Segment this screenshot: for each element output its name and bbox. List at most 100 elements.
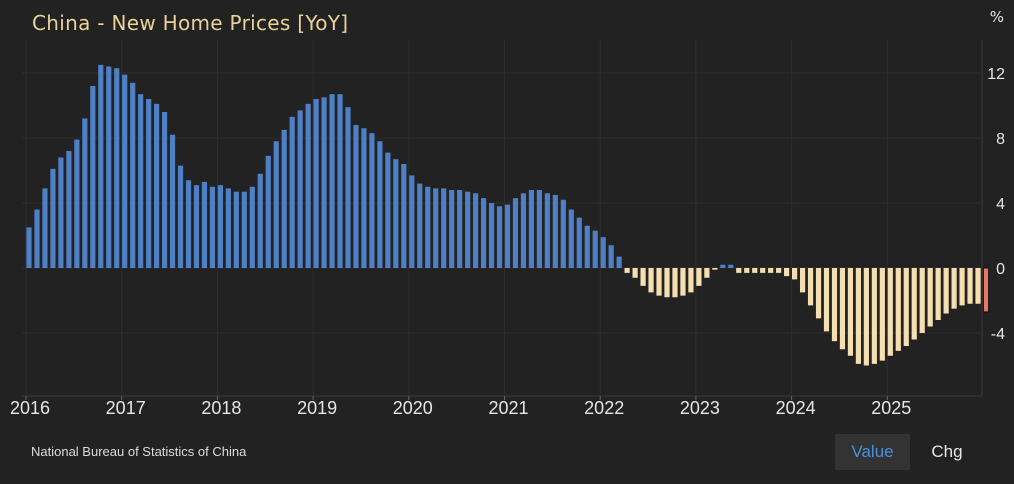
bar[interactable] xyxy=(744,268,750,273)
bar[interactable] xyxy=(863,268,869,366)
bar[interactable] xyxy=(879,268,885,361)
bar[interactable] xyxy=(480,198,487,269)
bar[interactable] xyxy=(177,165,184,269)
chg-toggle-button[interactable]: Chg xyxy=(931,442,963,461)
bar[interactable] xyxy=(656,268,662,296)
bar[interactable] xyxy=(122,74,128,269)
bar[interactable] xyxy=(74,139,80,269)
bar[interactable] xyxy=(417,183,423,269)
bar[interactable] xyxy=(193,185,200,269)
bar[interactable] xyxy=(704,268,710,278)
bar[interactable] xyxy=(233,191,239,269)
bar[interactable] xyxy=(473,193,479,268)
bar[interactable] xyxy=(329,94,335,269)
bar[interactable] xyxy=(895,268,901,351)
bar[interactable] xyxy=(776,268,782,273)
bar[interactable] xyxy=(959,268,965,306)
bar[interactable] xyxy=(736,268,742,273)
bar[interactable] xyxy=(401,164,407,268)
bar[interactable] xyxy=(241,191,247,269)
latest-bar[interactable] xyxy=(982,267,990,313)
bar[interactable] xyxy=(313,99,319,268)
bar[interactable] xyxy=(927,268,933,327)
bar[interactable] xyxy=(425,186,431,268)
bar[interactable] xyxy=(369,133,375,269)
bar[interactable] xyxy=(871,268,877,364)
bar[interactable] xyxy=(106,66,112,269)
bar[interactable] xyxy=(839,268,846,350)
bar[interactable] xyxy=(911,268,917,340)
bar[interactable] xyxy=(855,268,861,364)
bar[interactable] xyxy=(201,181,208,269)
bar[interactable] xyxy=(353,125,359,268)
bar[interactable] xyxy=(393,159,399,269)
bar[interactable] xyxy=(385,152,391,269)
bar[interactable] xyxy=(903,268,909,346)
bar[interactable] xyxy=(361,128,367,268)
bar[interactable] xyxy=(919,268,925,333)
bar[interactable] xyxy=(488,203,495,268)
bar[interactable] xyxy=(688,268,694,293)
bar[interactable] xyxy=(66,151,72,268)
bar[interactable] xyxy=(943,268,949,314)
bar[interactable] xyxy=(799,268,806,293)
bar[interactable] xyxy=(26,227,32,269)
bar[interactable] xyxy=(640,268,646,286)
bar[interactable] xyxy=(672,268,678,298)
bar[interactable] xyxy=(377,141,383,268)
bar[interactable] xyxy=(512,198,519,269)
bar[interactable] xyxy=(50,168,56,269)
bar[interactable] xyxy=(305,103,311,269)
bar[interactable] xyxy=(887,268,893,356)
bar[interactable] xyxy=(98,64,104,269)
bar[interactable] xyxy=(90,86,96,268)
bar[interactable] xyxy=(648,268,654,293)
bar[interactable] xyxy=(847,268,854,356)
bar[interactable] xyxy=(449,190,455,268)
bar[interactable] xyxy=(576,217,582,269)
bar[interactable] xyxy=(544,193,550,268)
bar[interactable] xyxy=(720,264,726,268)
bar[interactable] xyxy=(42,188,48,269)
bar[interactable] xyxy=(624,268,630,273)
bar[interactable] xyxy=(273,141,279,268)
bar[interactable] xyxy=(289,116,295,269)
bar[interactable] xyxy=(760,268,766,273)
bar[interactable] xyxy=(752,268,758,273)
bar[interactable] xyxy=(520,193,527,268)
bar[interactable] xyxy=(608,245,614,268)
bar[interactable] xyxy=(209,186,216,268)
bar[interactable] xyxy=(409,175,415,269)
bar[interactable] xyxy=(967,268,973,304)
bar[interactable] xyxy=(185,180,192,268)
bar[interactable] xyxy=(58,157,64,269)
bar[interactable] xyxy=(560,199,566,268)
bar[interactable] xyxy=(712,268,718,270)
bar[interactable] xyxy=(728,264,734,268)
bar[interactable] xyxy=(696,268,702,286)
bar[interactable] xyxy=(217,185,223,269)
bar[interactable] xyxy=(664,268,670,298)
bar[interactable] xyxy=(584,225,590,268)
bar[interactable] xyxy=(552,194,558,269)
bar[interactable] xyxy=(680,268,686,296)
bar[interactable] xyxy=(616,256,622,269)
bar[interactable] xyxy=(568,209,574,269)
bar[interactable] xyxy=(257,173,263,268)
bar[interactable] xyxy=(465,191,471,269)
bar[interactable] xyxy=(130,82,136,268)
bar[interactable] xyxy=(161,112,168,268)
bar[interactable] xyxy=(146,99,152,268)
value-toggle-button[interactable]: Value xyxy=(835,434,910,470)
bar[interactable] xyxy=(457,190,463,268)
bar[interactable] xyxy=(169,134,176,268)
bar[interactable] xyxy=(265,155,271,269)
bar[interactable] xyxy=(433,188,439,269)
bar[interactable] xyxy=(807,268,814,306)
bar[interactable] xyxy=(792,268,798,280)
bar[interactable] xyxy=(951,268,957,309)
bar[interactable] xyxy=(225,188,231,269)
bar[interactable] xyxy=(345,107,351,269)
bar[interactable] xyxy=(34,209,40,269)
bar[interactable] xyxy=(321,97,327,269)
